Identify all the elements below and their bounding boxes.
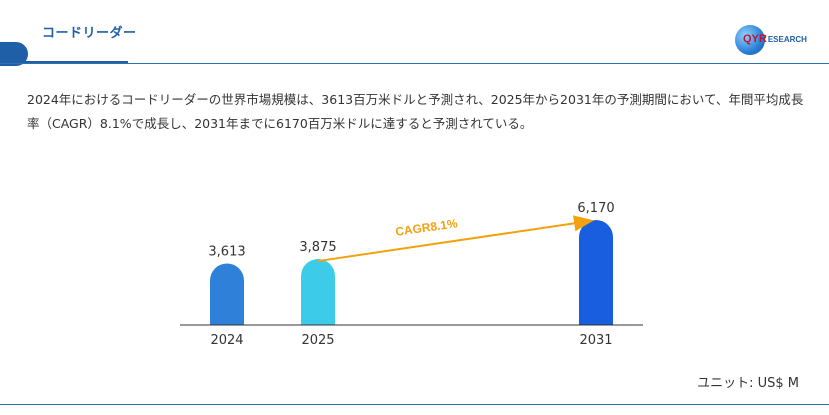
- bar-2031: [579, 220, 613, 325]
- cagr-label: CAGR8.1%: [394, 216, 458, 239]
- x-tick-2024: 2024: [210, 333, 243, 348]
- bar-2025: [301, 259, 335, 325]
- header-divider: [0, 63, 829, 64]
- qyr-logo: QYRESEARCH: [735, 25, 815, 57]
- logo-text: QYRESEARCH: [743, 33, 807, 45]
- logo-globe-icon: [735, 25, 765, 55]
- footer-divider: [0, 404, 829, 405]
- page-title: コードリーダー: [42, 26, 137, 41]
- value-label-2031: 6,170: [577, 201, 614, 216]
- header-accent-line: [0, 61, 128, 64]
- summary-text: 2024年におけるコードリーダーの世界市場規模は、3613百万米ドルと予測され、…: [27, 92, 804, 131]
- bar-2024: [210, 263, 244, 325]
- x-tick-2031: 2031: [579, 333, 612, 348]
- value-label-2024: 3,613: [208, 245, 245, 260]
- cagr-arrow: [317, 215, 594, 263]
- unit-label: ユニット: US$ M: [697, 376, 799, 391]
- x-tick-2025: 2025: [301, 333, 334, 348]
- market-size-chart: 3,613 2024 3,875 2025 6,170 2031 CAGR8.1%: [180, 201, 643, 348]
- value-label-2025: 3,875: [299, 240, 336, 255]
- header: コードリーダー QYRESEARCH: [0, 0, 829, 70]
